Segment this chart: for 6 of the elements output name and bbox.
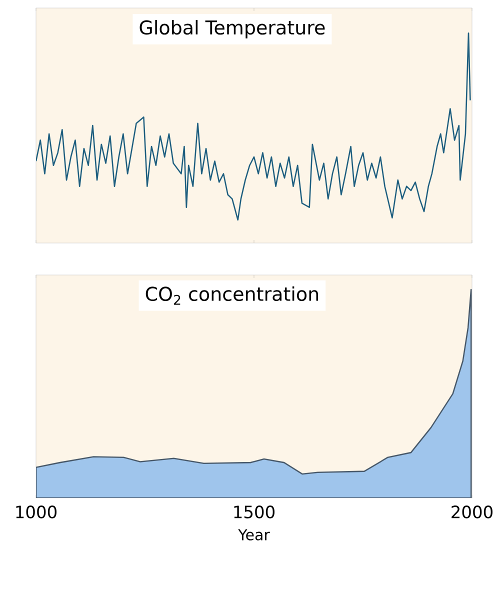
x-axis-title: Year — [238, 529, 270, 540]
chart-title: Global Temperature — [140, 20, 325, 38]
x-tick-label: 2000 — [452, 506, 492, 518]
x-tick-label: 1000 — [16, 506, 56, 518]
x-tick-label: 1500 — [234, 506, 274, 518]
chart-title: CO$_{2}$ concentration — [146, 286, 318, 305]
